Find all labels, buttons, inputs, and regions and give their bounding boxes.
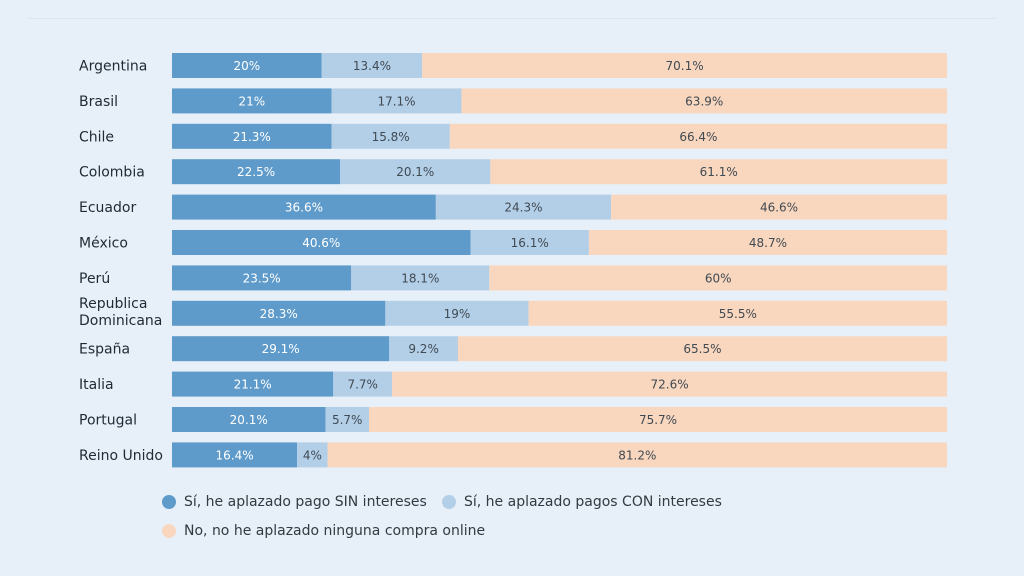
legend-swatch-sin (162, 495, 176, 509)
category-label-mexico: México (79, 236, 128, 252)
data-label-no-republica-dominicana: 55.5% (719, 307, 757, 321)
data-label-con-mexico: 16.1% (511, 236, 549, 250)
bar-sin-argentina (172, 53, 322, 78)
bar-no-brasil (461, 88, 947, 114)
bar-sin-espana (172, 336, 390, 362)
data-label-sin-peru: 23.5% (243, 271, 281, 285)
data-label-sin-italia: 21.1% (234, 378, 272, 392)
bar-sin-brasil (172, 88, 332, 114)
legend-label-no: No, no he aplazado ninguna compra online (184, 523, 486, 539)
data-label-no-brasil: 63.9% (685, 94, 723, 108)
bar-con-espana (389, 336, 458, 362)
data-label-sin-ecuador: 36.6% (285, 201, 323, 215)
legend-swatch-con (442, 495, 456, 509)
data-label-con-colombia: 20.1% (396, 165, 434, 179)
category-label-chile: Chile (79, 129, 114, 145)
bar-con-argentina (321, 53, 423, 78)
category-label-republica-dominicana: Republica Dominicana (79, 296, 162, 329)
data-label-con-italia: 7.7% (347, 378, 378, 392)
data-label-no-chile: 66.4% (679, 130, 717, 144)
data-label-sin-espana: 29.1% (262, 342, 300, 356)
category-label-brasil: Brasil (79, 94, 118, 110)
top-divider (28, 18, 996, 19)
data-label-no-mexico: 48.7% (749, 236, 787, 250)
data-label-sin-portugal: 20.1% (230, 413, 268, 427)
data-label-con-ecuador: 24.3% (504, 201, 542, 215)
legend-item-sin: Sí, he aplazado pago SIN intereses (162, 494, 427, 510)
data-label-no-portugal: 75.7% (639, 413, 677, 427)
data-label-sin-brasil: 21% (238, 94, 265, 108)
data-label-no-reino-unido: 81.2% (618, 448, 656, 462)
data-label-con-chile: 15.8% (372, 130, 410, 144)
legend-label-sin: Sí, he aplazado pago SIN intereses (184, 494, 427, 510)
data-label-no-italia: 72.6% (650, 378, 688, 392)
data-label-con-peru: 18.1% (401, 271, 439, 285)
legend-swatch-no (162, 524, 176, 538)
category-label-reino-unido: Reino Unido (79, 448, 163, 464)
bar-no-peru (489, 265, 947, 291)
legend-item-no: No, no he aplazado ninguna compra online (162, 523, 485, 539)
bar-con-republica-dominicana (385, 300, 529, 326)
data-label-no-espana: 65.5% (683, 342, 721, 356)
bar-con-colombia (340, 159, 491, 185)
bar-no-reino-unido (327, 442, 947, 468)
data-label-sin-mexico: 40.6% (302, 236, 340, 250)
bar-sin-italia (172, 371, 334, 397)
bar-no-colombia (490, 159, 947, 185)
bar-sin-ecuador (172, 194, 436, 220)
legend-label-con: Sí, he aplazado pagos CON intereses (464, 494, 722, 510)
bar-no-italia (392, 371, 947, 397)
bar-sin-mexico (172, 230, 471, 255)
bar-sin-peru (172, 265, 352, 291)
bar-no-republica-dominicana (528, 300, 947, 326)
data-label-con-argentina: 13.4% (353, 59, 391, 73)
data-label-con-republica-dominicana: 19% (444, 307, 471, 321)
data-label-no-colombia: 61.1% (700, 165, 738, 179)
data-label-con-brasil: 17.1% (377, 94, 415, 108)
data-label-no-peru: 60% (705, 271, 732, 285)
bar-no-argentina (422, 53, 948, 78)
data-label-sin-chile: 21.3% (233, 130, 271, 144)
bar-sin-republica-dominicana (172, 300, 386, 326)
bar-sin-reino-unido (172, 442, 298, 468)
category-label-espana: España (79, 342, 130, 358)
bar-sin-colombia (172, 159, 341, 185)
bar-con-italia (333, 371, 393, 397)
data-label-con-espana: 9.2% (408, 342, 439, 356)
stacked-bar-chart: Argentina 20% 13.4% 70.1% Brasil 21% 17.1% 63.9… (79, 53, 948, 468)
category-label-argentina: Argentina (79, 59, 147, 75)
data-label-sin-republica-dominicana: 28.3% (260, 307, 298, 321)
category-label-ecuador: Ecuador (79, 200, 136, 216)
legend-item-con: Sí, he aplazado pagos CON intereses (442, 494, 722, 510)
bar-sin-chile (172, 123, 332, 149)
bar-con-ecuador (435, 194, 612, 220)
bar-con-portugal (325, 407, 369, 432)
data-label-sin-reino-unido: 16.4% (215, 448, 253, 462)
bar-con-mexico (470, 230, 589, 255)
category-label-portugal: Portugal (79, 413, 137, 429)
bar-no-mexico (588, 230, 947, 255)
bar-sin-portugal (172, 407, 326, 432)
data-label-no-ecuador: 46.6% (760, 201, 798, 215)
bar-no-chile (449, 123, 947, 149)
data-label-con-reino-unido: 4% (303, 448, 322, 462)
bar-con-chile (331, 123, 450, 149)
data-label-sin-argentina: 20% (234, 59, 261, 73)
bar-con-peru (351, 265, 490, 291)
bar-con-reino-unido (297, 442, 328, 468)
bar-no-espana (457, 336, 947, 362)
bar-con-brasil (331, 88, 462, 114)
category-label-italia: Italia (79, 377, 114, 393)
data-label-no-argentina: 70.1% (665, 59, 703, 73)
data-label-con-portugal: 5.7% (332, 413, 363, 427)
bar-no-ecuador (611, 194, 947, 220)
data-label-sin-colombia: 22.5% (237, 165, 275, 179)
category-label-colombia: Colombia (79, 165, 145, 181)
category-label-peru: Perú (79, 271, 110, 287)
bar-no-portugal (369, 407, 947, 432)
